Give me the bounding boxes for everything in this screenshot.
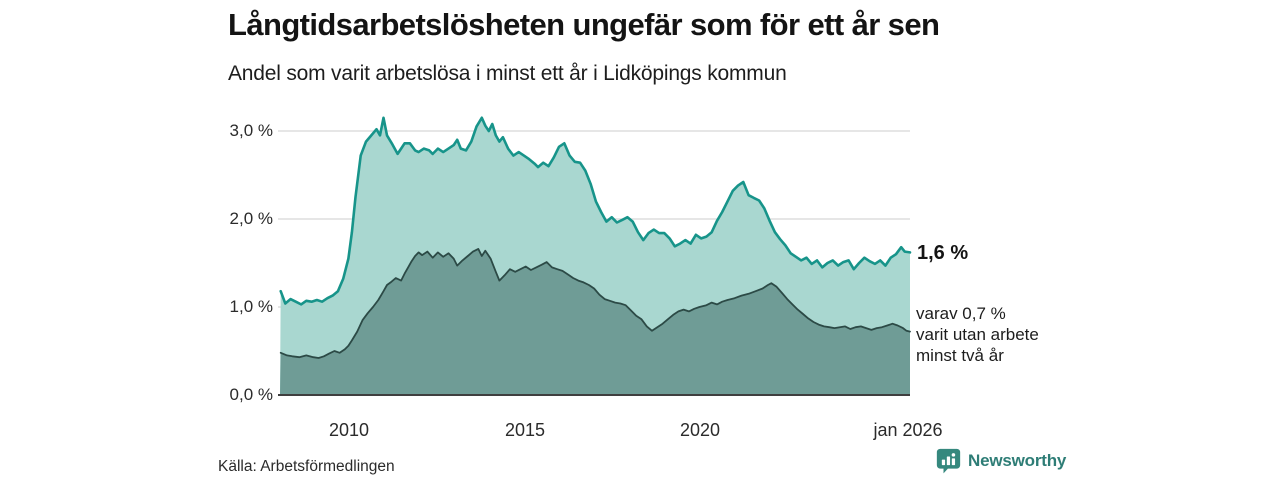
y-tick-3: 3,0 % <box>229 121 273 140</box>
source-note: Källa: Arbetsförmedlingen <box>218 458 395 475</box>
page-title: Långtidsarbetslösheten ungefär som för e… <box>228 7 940 42</box>
x-tick-2020: 2020 <box>679 420 721 440</box>
end-value-label: 1,6 % <box>917 242 969 264</box>
end-sublabel: varav 0,7 % varit utan arbete minst två … <box>916 304 1039 365</box>
newsworthy-icon <box>936 448 961 474</box>
y-tick-1: 1,0 % <box>229 297 273 316</box>
brand-name: Newsworthy <box>968 451 1067 470</box>
y-tick-2: 2,0 % <box>229 209 273 228</box>
brand-logo: Newsworthy <box>936 448 1066 474</box>
x-tick-2015: 2015 <box>504 420 546 440</box>
chart-subtitle: Andel som varit arbetslösa i minst ett å… <box>228 62 787 85</box>
y-tick-0: 0,0 % <box>229 385 273 404</box>
x-tick-2010: 2010 <box>328 420 370 440</box>
x-tick-jan-2026: jan 2026 <box>873 420 943 440</box>
